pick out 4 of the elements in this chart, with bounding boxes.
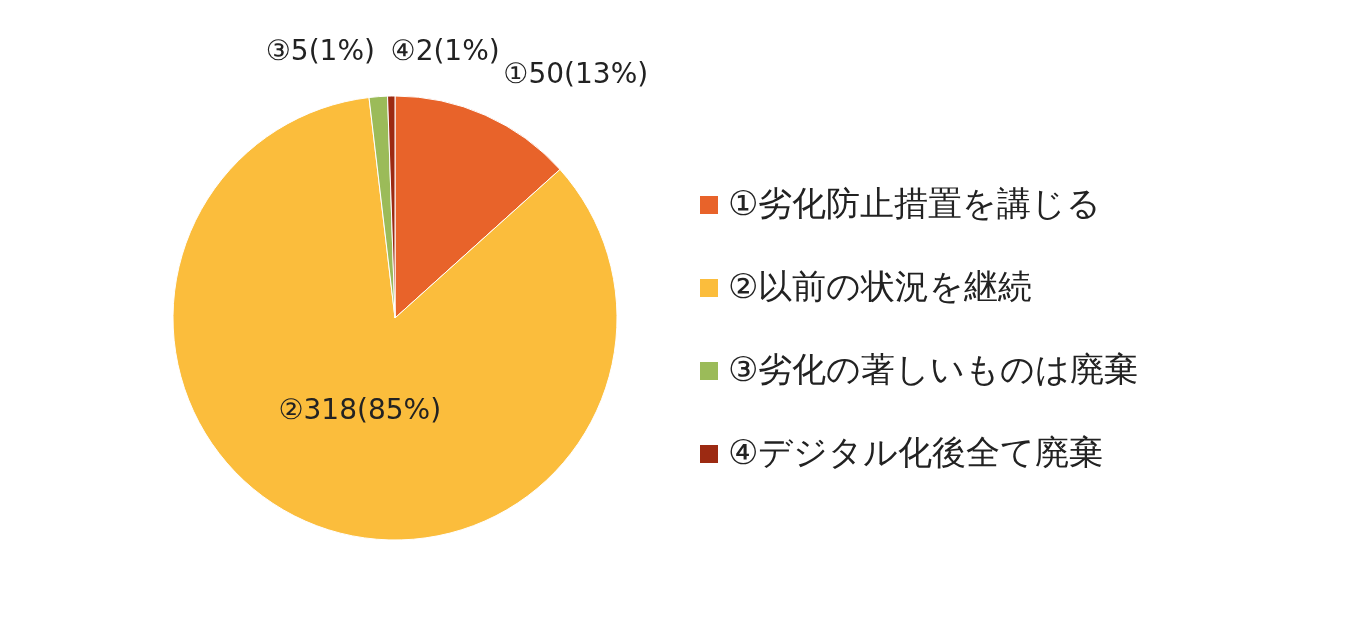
data-label: ①50(13%) bbox=[503, 56, 649, 90]
data-label: ②318(85%) bbox=[278, 393, 442, 427]
data-label: ③5(1%) bbox=[265, 34, 375, 68]
data-label: ④2(1%) bbox=[390, 33, 500, 67]
